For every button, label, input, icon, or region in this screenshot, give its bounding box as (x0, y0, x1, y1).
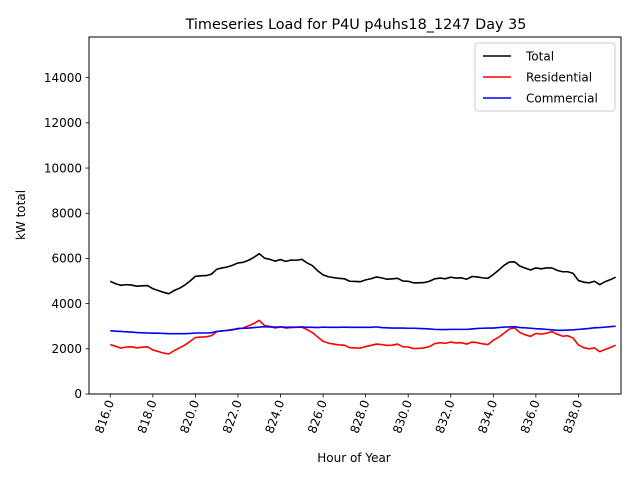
y-tick-label: 8000 (51, 206, 82, 220)
y-tick-label: 14000 (44, 71, 82, 85)
y-axis-label: kW total (14, 190, 28, 240)
y-tick-label: 6000 (51, 252, 82, 266)
series-line-total (109, 252, 617, 295)
chart-title: Timeseries Load for P4U p4uhs18_1247 Day… (185, 17, 527, 33)
y-tick-label: 2000 (51, 342, 82, 356)
legend: Total Residential Commercial (474, 42, 616, 112)
legend-label-residential: Residential (526, 71, 592, 85)
y-tick-label: 4000 (51, 297, 82, 311)
legend-label-commercial: Commercial (526, 92, 598, 106)
y-tick-label: 12000 (44, 116, 82, 130)
y-axis-ticks: 0 2000 4000 6000 8000 10000 12000 14000 (44, 71, 89, 401)
legend-label-total: Total (525, 50, 554, 64)
plot-frame (88, 36, 622, 395)
plot-lines (109, 252, 617, 355)
series-line-residential (110, 319, 616, 355)
legend-box (474, 42, 616, 112)
series-line-commercial (110, 325, 616, 335)
y-tick-label: 0 (74, 387, 82, 401)
x-axis-label: Hour of Year (317, 451, 391, 465)
y-tick-label: 10000 (44, 161, 82, 175)
